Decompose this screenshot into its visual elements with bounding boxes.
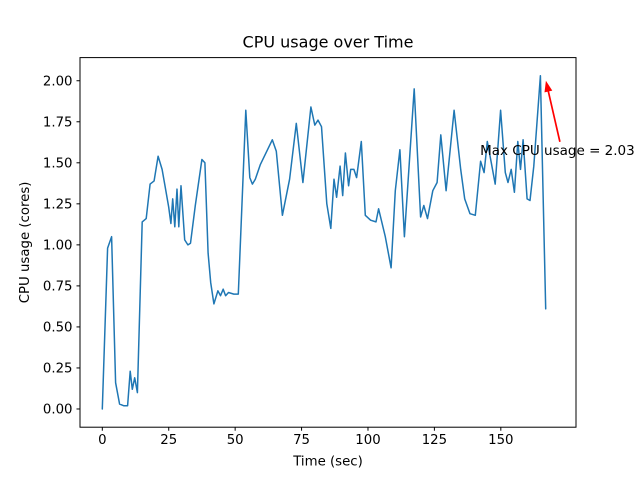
x-tick-label: 50 xyxy=(227,433,244,448)
x-axis-title: Time (sec) xyxy=(292,455,363,470)
cpu-usage-line xyxy=(101,75,547,410)
x-tick-label: 75 xyxy=(293,433,310,448)
chart-generated-content: 0 25 50 75 100 125 150 0.00 0.25 0.50 0.75 1.00 1.25… xyxy=(43,74,561,448)
plot-area xyxy=(79,57,577,428)
x-tick-label: 150 xyxy=(488,433,513,448)
y-tick-label: 0.50 xyxy=(43,321,73,336)
x-tick-label: 100 xyxy=(355,433,380,448)
annotation-arrow-line xyxy=(547,89,561,143)
y-tick-label: 1.50 xyxy=(43,156,73,171)
x-tick-label: 25 xyxy=(160,433,177,448)
y-tick-label: 0.75 xyxy=(43,279,73,294)
y-tick-label: 1.00 xyxy=(43,238,73,253)
chart-title: CPU usage over Time xyxy=(243,33,414,52)
y-tick-label: 2.00 xyxy=(43,74,73,89)
x-tick-label: 125 xyxy=(422,433,447,448)
x-tick-label: 0 xyxy=(98,433,106,448)
max-cpu-annotation-text: Max CPU usage = 2.03 xyxy=(480,143,635,159)
y-tick-label: 1.75 xyxy=(43,115,73,130)
y-tick-label: 0.25 xyxy=(43,362,73,377)
annotation-arrow-head xyxy=(544,80,553,93)
y-axis-title: CPU usage (cores) xyxy=(18,182,33,304)
y-tick-label: 0.00 xyxy=(43,403,73,418)
y-tick-label: 1.25 xyxy=(43,197,73,212)
